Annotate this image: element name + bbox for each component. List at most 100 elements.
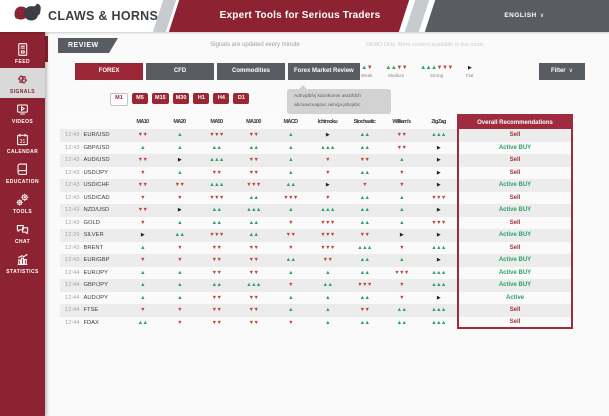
- recommendation-button[interactable]: Sell: [457, 216, 573, 229]
- review-accent-bar: [45, 36, 48, 62]
- up-arrows-icon: ▲▲▲: [246, 282, 261, 289]
- recommendation-button[interactable]: Active BUY: [457, 229, 573, 242]
- up-arrows-icon: ▲▲▲: [320, 207, 335, 214]
- legend-weak: ▲▼ Weak: [361, 64, 373, 78]
- tab-cfd[interactable]: CFD: [146, 63, 214, 80]
- sidebar-item-calendar[interactable]: 31 CALENDAR: [0, 128, 45, 158]
- instrument-cell: 12:44 · GBP/JPY: [60, 279, 124, 292]
- up-arrows-icon: ▲▲: [285, 257, 296, 264]
- signal-cell-ma20: ▼: [161, 192, 198, 205]
- sidebar-item-signals[interactable]: SIGNALS: [0, 68, 45, 98]
- sidebar-item-tools[interactable]: TOOLS: [0, 188, 45, 218]
- timeframe-m5[interactable]: M5: [132, 93, 148, 104]
- table-row[interactable]: 12:43 · USD/CAD ▼ ▼ ▼▼▼ ▲▲ ▼▼▼ ▼ ▲▲ ▲ ▼▼▼ Sell: [60, 191, 573, 205]
- up-arrows-icon: ▲▲▲: [431, 319, 446, 326]
- up-arrows-icon: ▲▲: [359, 269, 370, 276]
- column-header-stochastic: Stochastic: [353, 118, 376, 125]
- down-arrows-icon: ▼▼: [359, 307, 370, 314]
- table-row[interactable]: 12:43 · EUR/GBP ▼ ▼ ▼▼ ▼▼ ▲▲ ▼▼ ▲▲ ▲ ▶ Active BUY: [60, 254, 573, 267]
- timeframe-d1[interactable]: D1: [233, 93, 250, 104]
- table-row[interactable]: 12:44 · GBP/JPY ▲ ▲ ▲▲ ▲▲▲ ▼ ▲▲ ▼▼▼ ▼ ▲▲▲ Active BUY: [60, 279, 573, 292]
- up-arrows-icon: ▲▲: [359, 219, 370, 226]
- table-row[interactable]: 12:43 · EUR/USD ▼▼ ▲ ▼▼▼ ▼▼ ▲ ▶ ▲▲ ▼▼ ▲▲▲ Sell: [60, 129, 573, 142]
- flat-arrow-icon: ▶: [325, 132, 330, 139]
- tab-review[interactable]: REVIEW: [58, 38, 118, 53]
- recommendation-button[interactable]: Active BUY: [457, 179, 573, 192]
- recommendation-button[interactable]: Active BUY: [457, 279, 573, 292]
- timeframe-m15[interactable]: M15: [152, 93, 169, 104]
- recommendation-button[interactable]: Sell: [457, 166, 573, 179]
- pair-name: GBP/USD: [83, 144, 110, 151]
- recommendation-button[interactable]: Sell: [457, 316, 573, 329]
- sidebar-item-label: TOOLS: [12, 208, 33, 215]
- table-row[interactable]: 12:44 · FDAX ▲▲ ▼ ▼▼ ▼▼ ▼ ▲ ▲▲ ▲▲ ▲▲▲ Sell: [60, 316, 573, 330]
- recommendation-button[interactable]: Active BUY: [457, 141, 573, 154]
- signals-icon: [15, 72, 30, 87]
- up-arrows-icon: ▲: [288, 157, 293, 164]
- recommendation-button[interactable]: Active BUY: [457, 254, 573, 267]
- signal-cell-ma20: ▲: [161, 292, 198, 305]
- tab-forex[interactable]: FOREX: [75, 63, 143, 80]
- down-arrows-icon: ▼▼: [137, 132, 148, 139]
- filter-button[interactable]: Filter ∨: [539, 63, 585, 80]
- table-row[interactable]: 12:43 · USD/JPY ▼ ▲ ▼▼ ▼▼ ▲ ▼ ▲▲ ▼ ▶ Sell: [60, 166, 573, 180]
- signal-cell-macd: ▼: [272, 242, 309, 255]
- tab-forex-market-review[interactable]: Forex Market Review: [288, 63, 360, 80]
- signal-cell-stochastic: ▼▼: [346, 229, 383, 242]
- timeframe-h1[interactable]: H1: [193, 93, 210, 104]
- sidebar-item-chat[interactable]: CHAT: [0, 218, 45, 248]
- sidebar-item-education[interactable]: EDUCATION: [0, 158, 45, 188]
- table-row[interactable]: 12:43 · AUD/USD ▼▼ ▶ ▲▲▲ ▼▼ ▲ ▼ ▼▼ ▲ ▶ Sell: [60, 154, 573, 167]
- signal-cell-zigzag: ▲▲▲: [420, 242, 457, 255]
- demo-note: DEMO Only. More content available in liv…: [365, 42, 485, 48]
- instrument-cell: 12:29 · SILVER: [60, 229, 124, 242]
- signal-cell-ma10: ▼: [124, 304, 161, 317]
- down-arrows-icon: ▼: [177, 319, 182, 326]
- table-row[interactable]: 12:44 · EUR/JPY ▲ ▲ ▼▼ ▼▼ ▲ ▲ ▲▲ ▼▼▼ ▲▲▲ Active BUY: [60, 266, 573, 279]
- signal-cell-macd: ▲: [272, 292, 309, 305]
- table-row[interactable]: 12:43 · USD/CHF ▼▼ ▼▼ ▲▲▲ ▼▼▼ ▲▲ ▶ ▼ ▼ ▶ Active BUY: [60, 179, 573, 192]
- recommendation-button[interactable]: Sell: [457, 304, 573, 317]
- up-arrows-icon: ▲▲: [248, 232, 259, 239]
- signal-cell-ma20: ▼: [161, 317, 198, 330]
- recommendation-button[interactable]: Sell: [457, 241, 573, 254]
- table-row[interactable]: 12:29 · SILVER ▶ ▲▲ ▼▼▼ ▲▲ ▼▼ ▼▼▼ ▼▼ ▶ ▶ Active BUY: [60, 229, 573, 242]
- signal-cell-ichimoku: ▶: [309, 129, 346, 142]
- language-selector[interactable]: ENGLISH ∨: [440, 0, 609, 32]
- table-row[interactable]: 12:44 · AUD/JPY ▲ ▲ ▼▼ ▼▼ ▲ ▲ ▲▲ ▼ ▶ Active: [60, 291, 573, 305]
- timeframe-m30[interactable]: M30: [172, 93, 190, 104]
- timeframe-m1[interactable]: M1: [110, 93, 128, 106]
- legend-label: Flat: [465, 73, 474, 78]
- up-arrows-icon: ▲▲: [137, 319, 148, 326]
- recommendation-button[interactable]: Active BUY: [457, 266, 573, 279]
- table-row[interactable]: 12:43 · BRENT ▲ ▼ ▼▼ ▼▼ ▼ ▼▼▼ ▲▲▲ ▼ ▲▲▲ Sell: [60, 241, 573, 255]
- up-arrows-icon: ▲: [177, 294, 182, 301]
- recommendation-button[interactable]: Sell: [457, 191, 573, 204]
- tab-commodities[interactable]: Commodities: [217, 63, 285, 80]
- signal-cell-ma10: ▼: [124, 254, 161, 267]
- sidebar-item-statistics[interactable]: STATISTICS: [0, 248, 45, 278]
- up-arrows-icon: ▲▲▲: [209, 182, 224, 189]
- recommendation-button[interactable]: Active BUY: [457, 204, 573, 217]
- signal-cell-ma20: ▼: [161, 254, 198, 267]
- signal-cell-ma20: ▲▲: [161, 229, 198, 242]
- table-row[interactable]: 12:43 · NZD/USD ▼▼ ▶ ▲▲ ▲▲▲ ▲ ▲▲▲ ▲▲ ▲ ▶ Active BUY: [60, 204, 573, 217]
- table-row[interactable]: 12:43 · GBP/USD ▲ ▲ ▲▲ ▲▲ ▲ ▲▲▲ ▲▲ ▼▼ ▶ Active BUY: [60, 141, 573, 154]
- signal-cell-ichimoku: ▼: [309, 167, 346, 180]
- down-arrows-icon: ▼: [288, 282, 293, 289]
- instrument-cell: 12:44 · AUD/JPY: [60, 292, 124, 305]
- sidebar-item-feed[interactable]: FEED: [0, 38, 45, 68]
- recommendation-button[interactable]: Active: [457, 291, 573, 304]
- recommendation-button[interactable]: Sell: [457, 129, 573, 142]
- table-row[interactable]: 12:43 · GOLD ▼ ▲ ▲▲ ▲▲ ▼ ▼▼▼ ▲▲ ▲ ▼▼▼ Sell: [60, 216, 573, 230]
- signal-cell-ma100: ▲▲: [235, 229, 272, 242]
- signal-cell-ma50: ▼▼▼: [198, 192, 235, 205]
- up-arrows-icon: ▲: [177, 219, 182, 226]
- timeframe-h4[interactable]: H4: [213, 93, 230, 104]
- signal-cell-stochastic: ▲▲: [346, 217, 383, 230]
- sidebar-item-videos[interactable]: VIDEOS: [0, 98, 45, 128]
- signal-cell-william-s: ▲: [383, 254, 420, 267]
- down-arrows-icon: ▼▼▼: [320, 244, 335, 251]
- recommendation-button[interactable]: Sell: [457, 154, 573, 167]
- table-row[interactable]: 12:44 · FTSE ▼ ▼ ▼▼ ▼▼ ▲ ▲ ▼▼ ▲▲ ▲▲▲ Sell: [60, 304, 573, 317]
